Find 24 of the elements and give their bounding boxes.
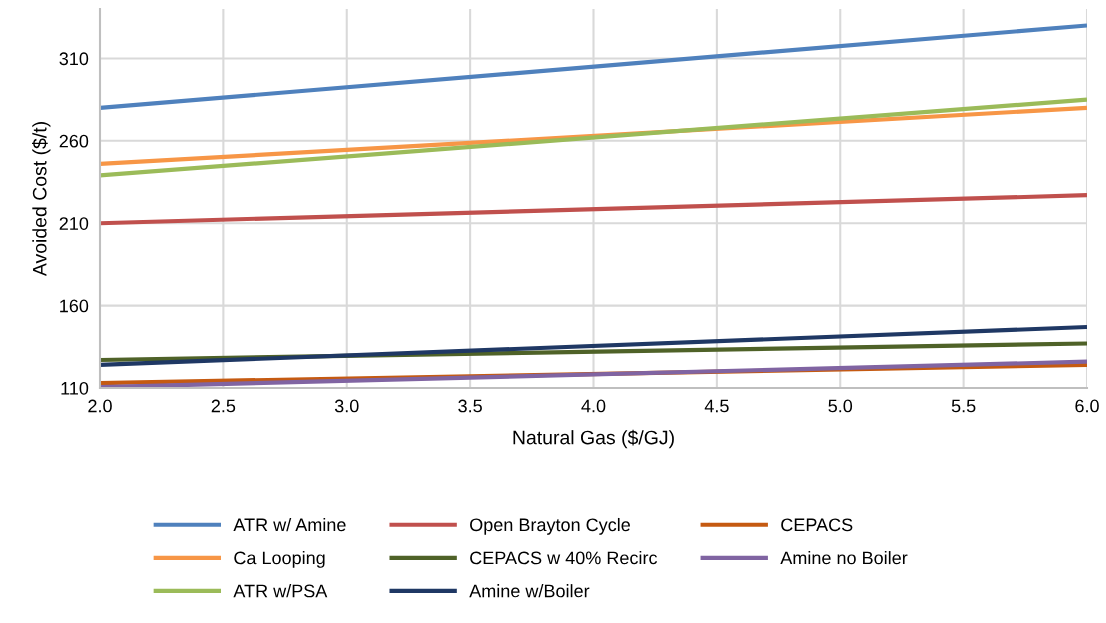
x-tick-label: 3.0 <box>334 399 359 413</box>
legend-label: ATR w/PSA <box>233 584 328 598</box>
x-tick-label: 4.5 <box>704 399 729 413</box>
y-tick-label: 260 <box>59 134 89 148</box>
y-tick-label: 310 <box>59 52 89 66</box>
legend-label: Amine no Boiler <box>780 551 908 565</box>
legend-label: Open Brayton Cycle <box>470 517 630 535</box>
x-tick-label: 2.5 <box>211 399 236 413</box>
legend-label: ATR w/ Amine <box>233 517 346 532</box>
y-tick-label: 160 <box>60 299 89 313</box>
x-tick-label: 5.0 <box>828 399 853 413</box>
x-axis-title: Natural Gas ($/GJ) <box>513 429 674 449</box>
x-tick-label: 5.5 <box>951 399 976 413</box>
legend-label: Amine w/Boiler <box>469 584 590 598</box>
legend-label: Ca Looping <box>234 551 325 568</box>
legend-label: CEPACS w 40% Recirc <box>470 551 658 565</box>
x-tick-label: 2.0 <box>88 399 112 413</box>
y-tick-label: 110 <box>61 381 89 395</box>
x-tick-label: 3.5 <box>458 399 482 413</box>
legend-label: CEPACS <box>781 518 853 532</box>
y-tick-label: 210 <box>59 217 89 230</box>
x-tick-label: 6.0 <box>1075 399 1099 413</box>
x-tick-label: 4.0 <box>581 399 606 413</box>
y-axis-title: Avoided Cost ($/t) <box>32 122 51 277</box>
